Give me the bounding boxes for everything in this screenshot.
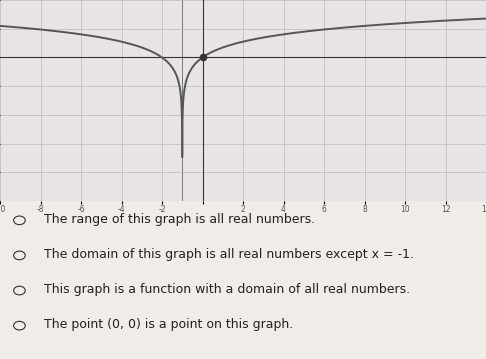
Text: The domain of this graph is all real numbers except x = -1.: The domain of this graph is all real num… [44, 248, 414, 261]
Point [199, 55, 207, 60]
Text: The range of this graph is all real numbers.: The range of this graph is all real numb… [44, 213, 315, 225]
Text: The point (0, 0) is a point on this graph.: The point (0, 0) is a point on this grap… [44, 318, 293, 331]
Text: This graph is a function with a domain of all real numbers.: This graph is a function with a domain o… [44, 283, 410, 296]
